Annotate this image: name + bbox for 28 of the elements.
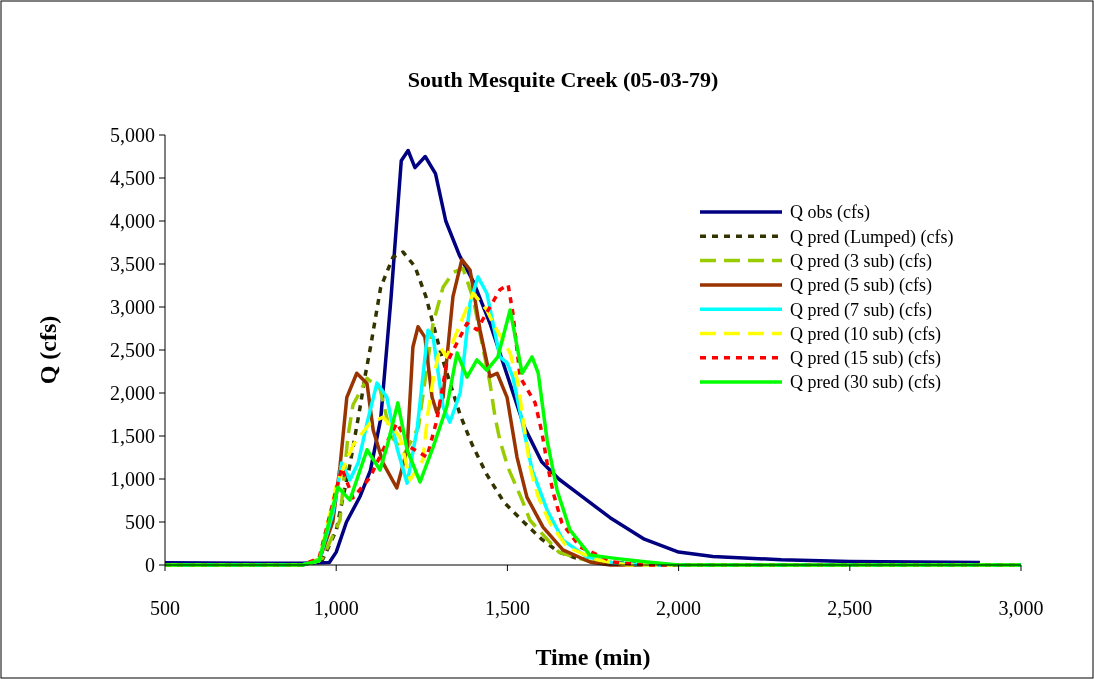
legend-label: Q pred (15 sub) (cfs) bbox=[790, 348, 941, 370]
x-tick-label: 500 bbox=[150, 597, 180, 619]
chart-title: South Mesquite Creek (05-03-79) bbox=[407, 67, 719, 92]
x-tick-label: 1,500 bbox=[484, 597, 530, 619]
legend-label: Q pred (3 sub) (cfs) bbox=[790, 250, 932, 272]
y-tick-label: 3,000 bbox=[110, 296, 155, 318]
legend-label: Q obs (cfs) bbox=[790, 202, 870, 224]
y-tick-label: 5,000 bbox=[110, 124, 155, 146]
legend-label: Q pred (5 sub) (cfs) bbox=[790, 275, 932, 297]
x-axis-title: Time (min) bbox=[535, 644, 651, 670]
x-tick-label: 2,000 bbox=[656, 597, 702, 619]
y-tick-label: 4,500 bbox=[110, 167, 155, 189]
y-tick-label: 4,000 bbox=[110, 210, 155, 232]
y-tick-label: 500 bbox=[125, 511, 155, 533]
legend-label: Q pred (10 sub) (cfs) bbox=[790, 323, 941, 345]
y-tick-label: 0 bbox=[145, 554, 155, 576]
legend-label: Q pred (30 sub) (cfs) bbox=[790, 372, 941, 394]
y-tick-label: 1,500 bbox=[110, 425, 155, 447]
y-tick-label: 3,500 bbox=[110, 253, 155, 275]
legend-label: Q pred (7 sub) (cfs) bbox=[790, 299, 932, 321]
x-tick-label: 2,500 bbox=[827, 597, 873, 619]
x-tick-label: 3,000 bbox=[998, 597, 1044, 619]
legend-label: Q pred (Lumped) (cfs) bbox=[790, 226, 954, 248]
y-tick-label: 2,500 bbox=[110, 339, 155, 361]
y-tick-label: 2,000 bbox=[110, 382, 155, 404]
x-tick-label: 1,000 bbox=[313, 597, 359, 619]
y-axis-title: Q (cfs) bbox=[35, 315, 61, 385]
y-tick-label: 1,000 bbox=[110, 468, 155, 490]
